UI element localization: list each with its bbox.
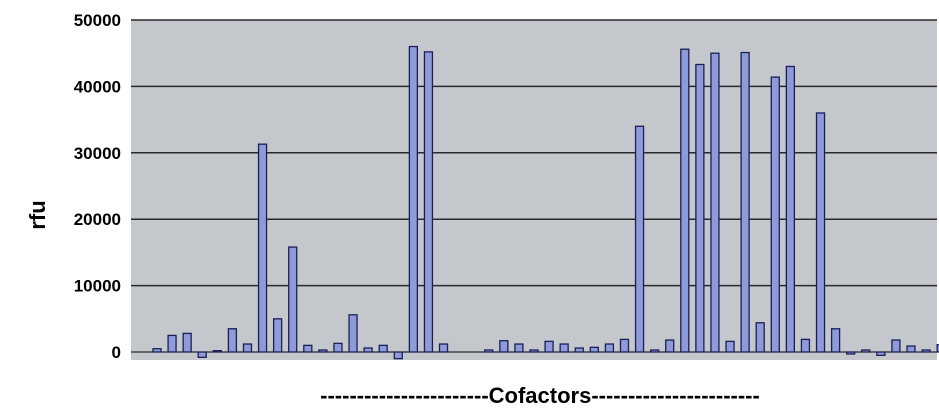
bar-36 [680, 48, 690, 353]
bar-35 [665, 339, 675, 353]
bar-24 [499, 340, 509, 353]
bar-1 [152, 348, 162, 353]
bar-28 [559, 343, 569, 353]
bar-53 [936, 344, 939, 353]
y-tick-label: 20000 [74, 210, 121, 229]
bars [152, 45, 939, 360]
bar-15 [363, 347, 373, 353]
bar-39 [725, 340, 735, 353]
bar-5 [212, 350, 222, 353]
bar-8 [257, 143, 268, 353]
bar-33 [634, 125, 645, 353]
bar-10 [288, 246, 298, 353]
bar-42 [770, 76, 780, 353]
y-tick-label: 10000 [74, 277, 121, 296]
bar-17 [393, 351, 403, 360]
y-tick-label: 30000 [74, 144, 121, 163]
bar-51 [906, 345, 916, 353]
bar-38 [710, 52, 720, 353]
bar-43 [785, 65, 796, 353]
x-axis-title: -----------------------Cofactors--------… [320, 383, 760, 408]
bar-26 [529, 349, 539, 353]
bar-18 [408, 45, 419, 353]
bar-31 [604, 343, 615, 353]
bar-27 [544, 340, 554, 353]
y-axis-title: rfu [25, 200, 50, 229]
bar-44 [800, 338, 811, 353]
y-tick-label: 50000 [74, 11, 121, 30]
bar-46 [830, 328, 841, 353]
bar-7 [242, 343, 253, 353]
bar-20 [438, 343, 449, 353]
bar-47 [846, 351, 856, 355]
y-tick-label: 0 [112, 343, 121, 362]
y-axis-tick-labels: 0 10000 20000 30000 40000 50000 [74, 11, 121, 362]
bar-37 [695, 63, 705, 353]
bar-23 [484, 349, 494, 353]
bar-41 [755, 322, 765, 353]
bar-2 [167, 334, 177, 353]
bar-9 [272, 318, 283, 353]
bar-16 [378, 344, 388, 353]
bar-25 [514, 343, 524, 353]
y-tick-label: 40000 [74, 77, 121, 96]
bar-29 [574, 347, 584, 353]
bar-3 [182, 332, 192, 353]
bar-50 [891, 339, 901, 353]
bar-49 [876, 351, 886, 356]
bar-12 [318, 349, 328, 353]
bar-4 [197, 351, 207, 358]
bar-30 [589, 346, 599, 353]
bar-32 [619, 338, 630, 353]
bar-45 [815, 112, 826, 353]
bar-34 [649, 349, 660, 353]
bar-19 [423, 51, 434, 353]
bar-6 [227, 328, 238, 353]
bar-13 [333, 342, 343, 353]
bar-48 [861, 349, 871, 353]
bar-40 [740, 51, 750, 353]
bar-11 [303, 344, 313, 353]
bar-52 [921, 349, 931, 353]
bar-14 [348, 314, 358, 353]
